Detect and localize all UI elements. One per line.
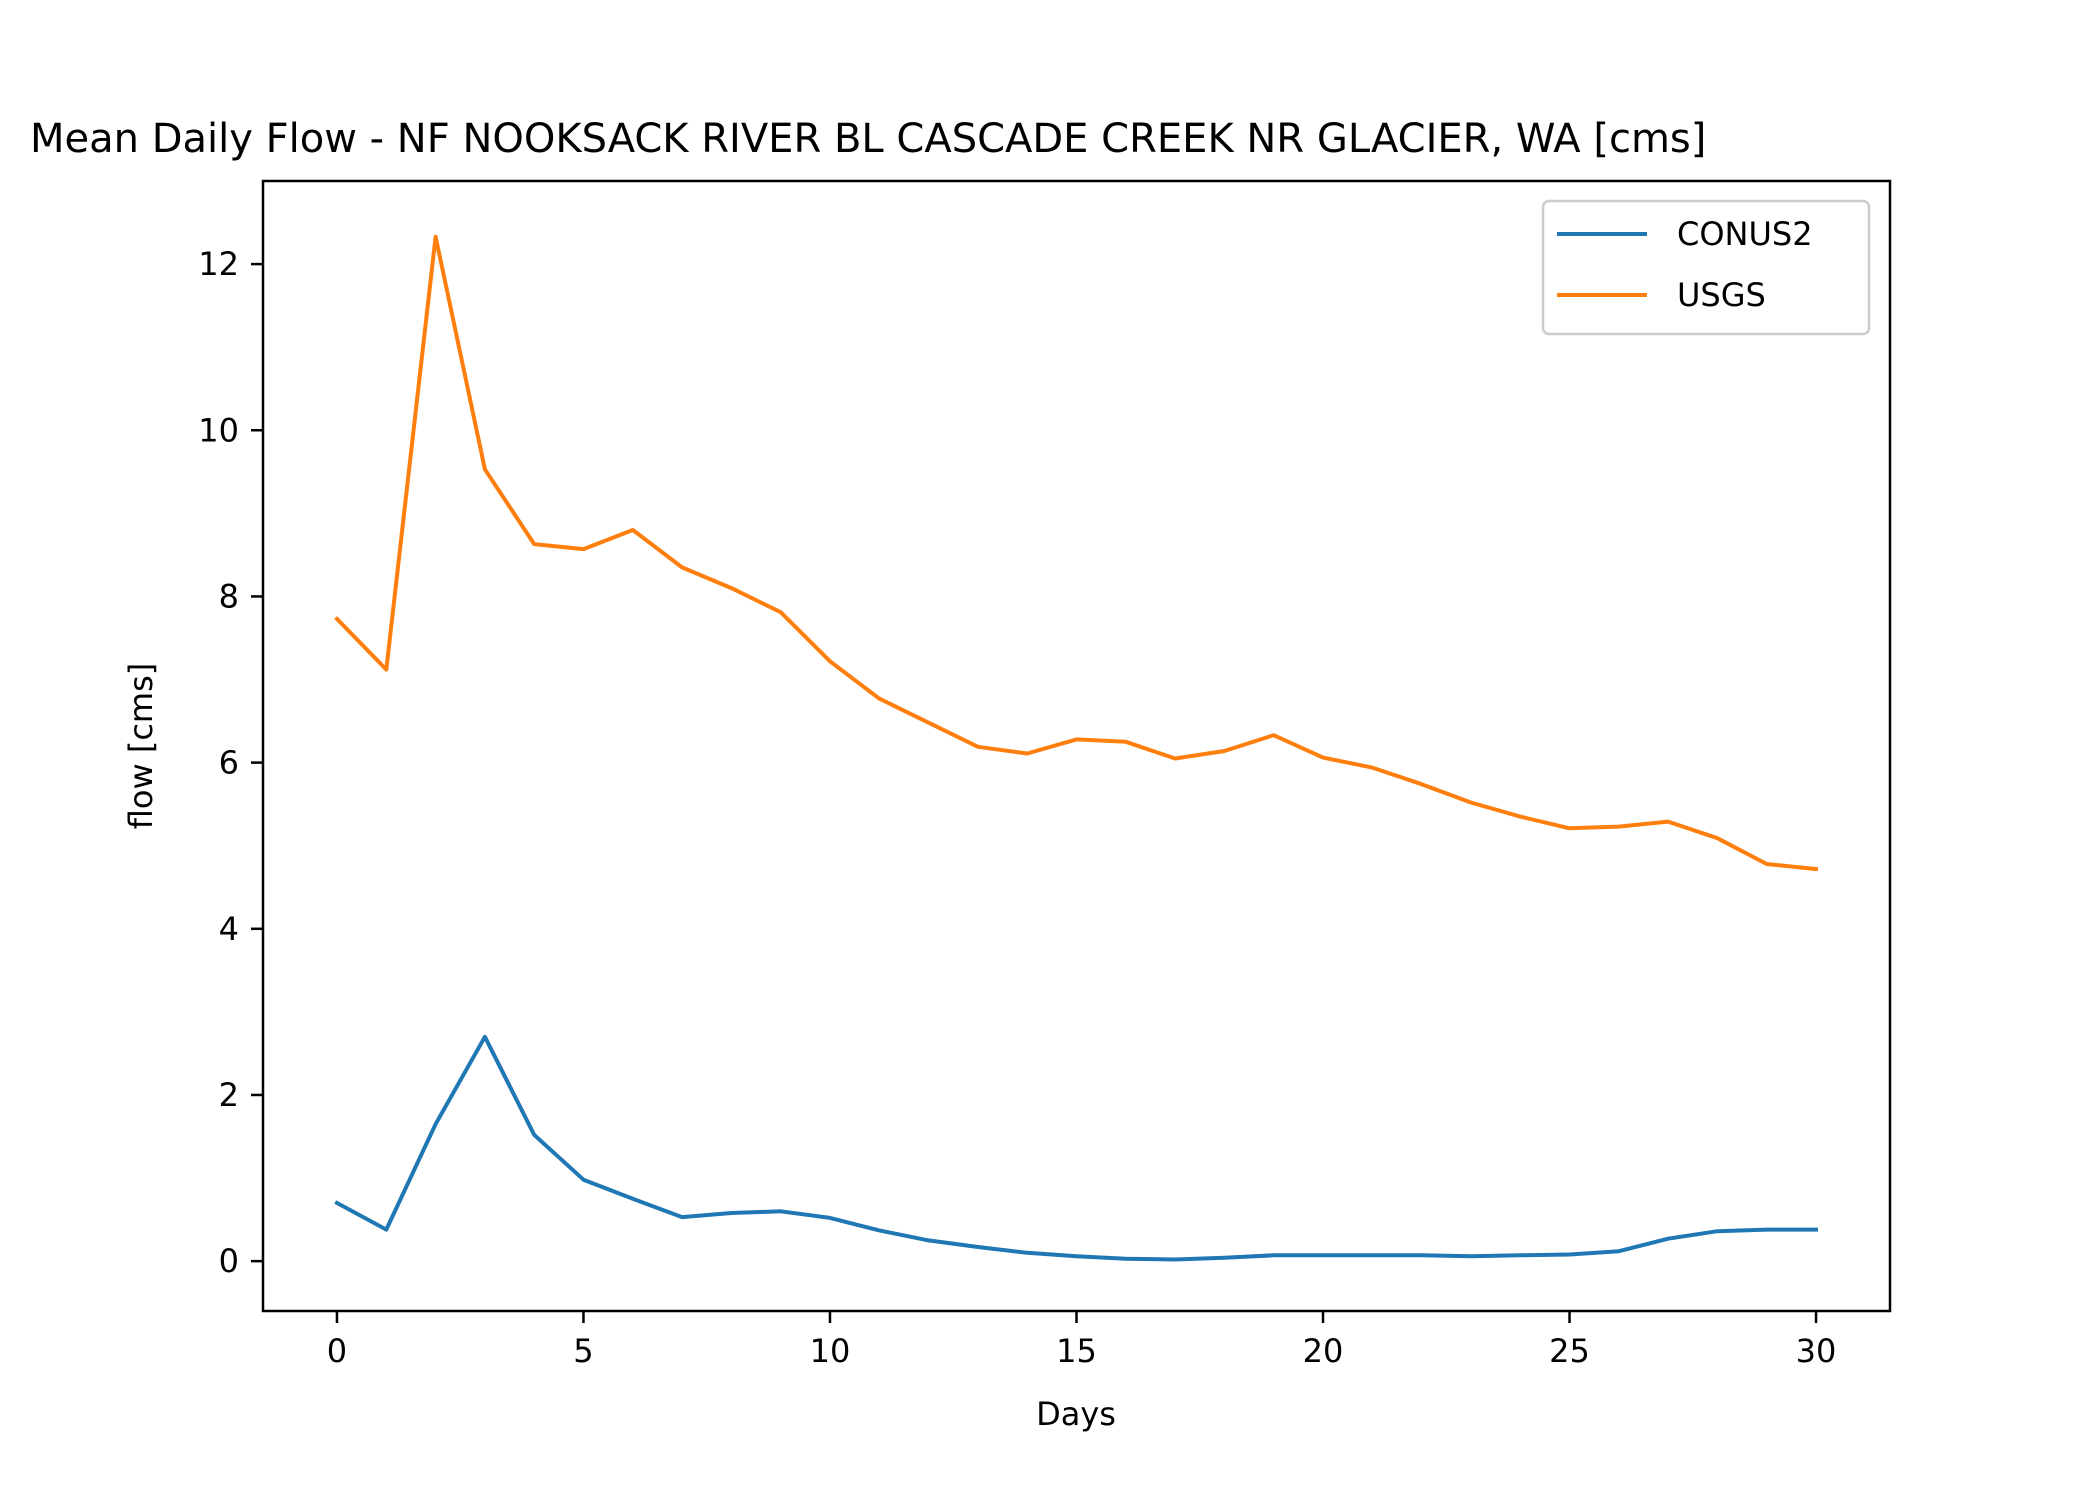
y-tick-label: 0 bbox=[219, 1242, 239, 1280]
series-line-usgs bbox=[334, 234, 1819, 872]
x-tick-label: 25 bbox=[1549, 1332, 1590, 1370]
x-tick-label: 15 bbox=[1056, 1332, 1097, 1370]
x-axis: 0 5 10 15 20 25 30 bbox=[327, 1311, 1837, 1370]
x-tick-label: 5 bbox=[573, 1332, 593, 1370]
y-axis: 0 2 4 6 8 10 12 bbox=[198, 245, 263, 1280]
x-tick-label: 30 bbox=[1796, 1332, 1837, 1370]
x-axis-label: Days bbox=[1036, 1395, 1116, 1433]
y-tick-label: 6 bbox=[219, 744, 239, 782]
chart-title: Mean Daily Flow - NF NOOKSACK RIVER BL C… bbox=[30, 116, 1706, 162]
y-tick-label: 8 bbox=[219, 577, 239, 615]
legend: CONUS2 USGS bbox=[1541, 199, 1871, 336]
y-tick-label: 4 bbox=[219, 910, 239, 948]
y-tick-label: 2 bbox=[219, 1076, 239, 1114]
y-tick-label: 12 bbox=[198, 245, 239, 283]
series-line-conus2 bbox=[334, 1034, 1818, 1262]
legend-label-conus2: CONUS2 bbox=[1677, 215, 1813, 253]
series-lines bbox=[334, 234, 1819, 1262]
y-axis-label: flow [cms] bbox=[122, 663, 160, 829]
x-tick-label: 0 bbox=[327, 1332, 347, 1370]
x-tick-label: 20 bbox=[1303, 1332, 1344, 1370]
y-tick-label: 10 bbox=[198, 411, 239, 449]
legend-label-usgs: USGS bbox=[1677, 276, 1766, 314]
x-tick-label: 10 bbox=[810, 1332, 851, 1370]
